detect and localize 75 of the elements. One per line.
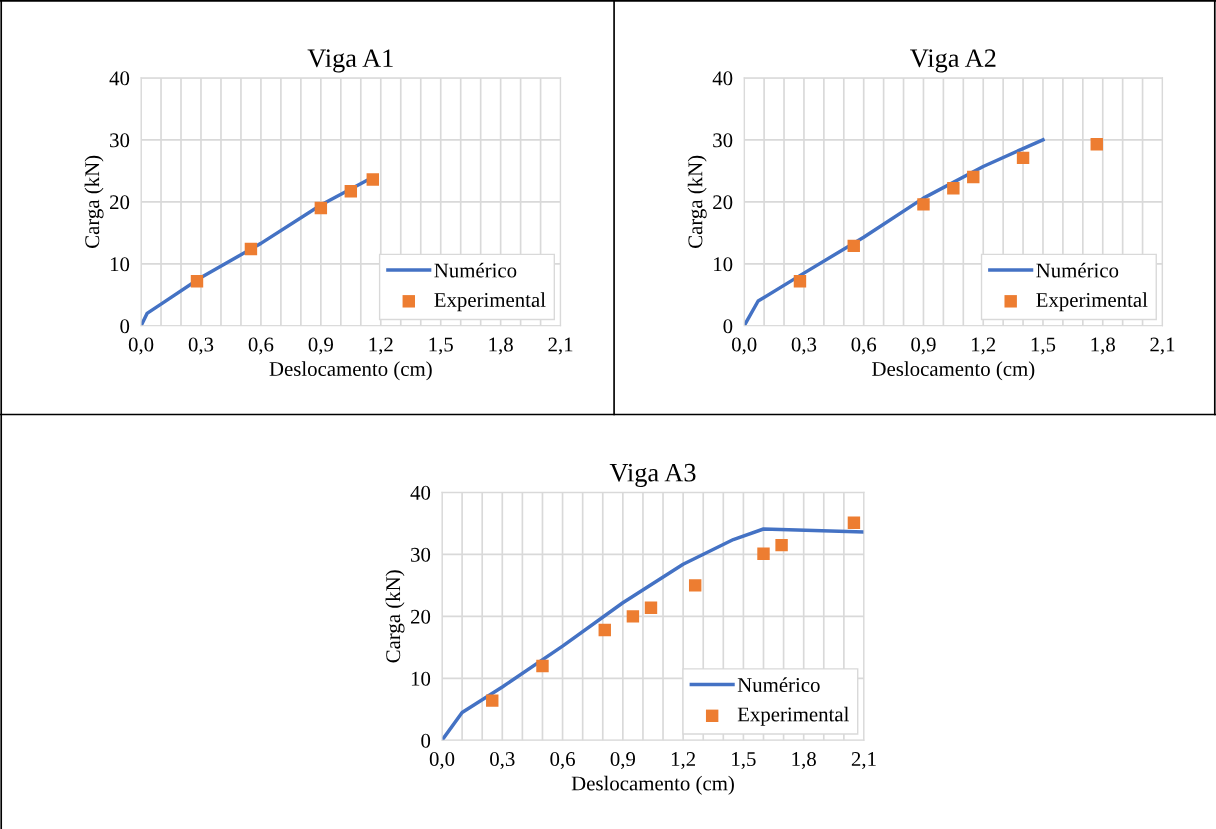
- x-tick-label: 1,5: [1031, 337, 1056, 355]
- point: [314, 201, 328, 215]
- legend-label: Experimental: [434, 292, 546, 312]
- point: [598, 623, 611, 637]
- x-tick-label: 1,8: [792, 752, 816, 770]
- x-tick-label: 2,1: [1150, 337, 1175, 355]
- point: [967, 170, 980, 184]
- y-tick-label: 20: [713, 195, 733, 210]
- x-tick-label: 1,5: [732, 752, 756, 770]
- x-tick-label: 0,3: [791, 337, 817, 355]
- point: [244, 242, 258, 256]
- y-axis-title: Carga (kN): [687, 155, 707, 248]
- x-tick-label: 0,6: [851, 337, 877, 355]
- y-tick-label: 30: [110, 133, 130, 148]
- legend-label: Experimental: [1036, 292, 1148, 312]
- y-tick-label: 0: [421, 733, 431, 748]
- y-axis-title: Carga (kN): [84, 155, 104, 248]
- x-tick-label: 1,8: [489, 337, 513, 355]
- point: [344, 185, 358, 198]
- point: [947, 182, 960, 195]
- point: [757, 547, 770, 560]
- x-tick-label: 1,2: [671, 752, 695, 770]
- x-axis-title: Deslocamento (cm): [269, 361, 432, 381]
- x-tick-label: 1,2: [972, 337, 996, 355]
- x-tick-label: 0,3: [490, 752, 515, 770]
- legend-label: Numérico: [737, 677, 820, 693]
- legend-label: Numérico: [434, 262, 517, 278]
- y-tick-label: 30: [411, 547, 431, 562]
- y-axis-title: Carga (kN): [385, 570, 405, 663]
- point: [366, 173, 379, 186]
- chart-title: Viga A1: [307, 49, 393, 73]
- point: [775, 538, 788, 552]
- x-tick-label: 0,3: [188, 337, 214, 355]
- y-tick-label: 40: [410, 485, 431, 500]
- point: [1016, 151, 1030, 165]
- y-tick-label: 10: [110, 257, 130, 272]
- point: [626, 610, 640, 623]
- x-tick-label: 2,1: [851, 752, 876, 770]
- x-axis-title: Deslocamento (cm): [571, 775, 734, 795]
- point: [917, 198, 930, 211]
- x-tick-label: 1,8: [1091, 337, 1115, 355]
- y-tick-label: 20: [410, 609, 431, 624]
- point: [486, 694, 499, 707]
- x-axis-title: Deslocamento (cm): [872, 361, 1035, 381]
- y-tick-label: 0: [120, 319, 130, 334]
- point: [1090, 138, 1103, 151]
- legend-label: Experimental: [737, 706, 849, 726]
- y-tick-label: 40: [109, 71, 130, 86]
- x-tick-label: 0,9: [308, 337, 334, 355]
- point: [793, 274, 807, 288]
- x-tick-label: 2,1: [548, 337, 573, 355]
- point: [536, 659, 549, 673]
- y-tick-label: 10: [411, 671, 431, 686]
- y-tick-label: 20: [110, 195, 130, 210]
- x-tick-label: 0,0: [731, 337, 757, 355]
- y-tick-label: 0: [723, 319, 733, 334]
- chart-title: Viga A3: [609, 463, 696, 488]
- y-tick-label: 10: [714, 257, 733, 272]
- x-tick-label: 0,9: [911, 337, 936, 355]
- x-tick-label: 0,6: [550, 752, 575, 770]
- point: [190, 274, 204, 288]
- point: [847, 516, 861, 529]
- legend-label: Numérico: [1036, 262, 1119, 278]
- chart-title: Viga A2: [910, 49, 996, 73]
- x-tick-label: 1,2: [369, 337, 393, 355]
- point: [847, 239, 860, 253]
- x-tick-label: 0,9: [610, 752, 636, 770]
- y-tick-label: 30: [713, 133, 733, 148]
- x-tick-label: 1,5: [429, 337, 453, 355]
- x-tick-label: 0,6: [248, 337, 274, 355]
- point: [644, 601, 658, 614]
- point: [688, 579, 702, 592]
- y-tick-label: 40: [712, 71, 733, 86]
- x-tick-label: 0,0: [128, 337, 154, 355]
- x-tick-label: 0,0: [429, 752, 455, 770]
